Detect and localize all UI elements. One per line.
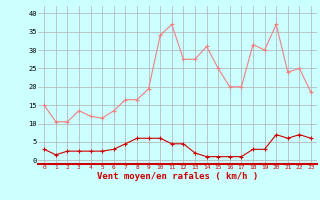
X-axis label: Vent moyen/en rafales ( km/h ): Vent moyen/en rafales ( km/h ) bbox=[97, 172, 258, 181]
